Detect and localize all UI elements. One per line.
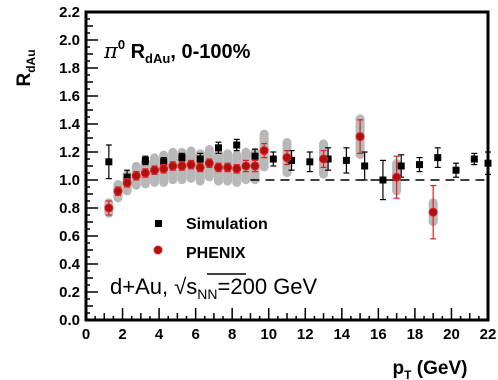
- annotation-energy: =200 GeV: [218, 274, 318, 299]
- phenix-point: [177, 161, 187, 171]
- y-tick-label: 1.6: [59, 88, 80, 105]
- x-tick-label: 18: [407, 326, 424, 343]
- x-tick-label: 14: [333, 326, 350, 343]
- y-tick-label: 0.0: [59, 312, 80, 329]
- x-axis-title-main: p: [393, 358, 405, 379]
- annotation-sub: NN: [197, 286, 217, 302]
- phenix-point: [213, 162, 223, 172]
- simulation-point: [214, 144, 222, 152]
- simulation-point: [269, 155, 277, 163]
- y-tick-label: 0.4: [59, 256, 81, 273]
- y-tick-label: 1.4: [59, 116, 81, 133]
- phenix-point: [232, 164, 242, 174]
- x-axis-ticks: 0 2 4 6 8 10 12 14 16 18 20 22: [82, 308, 497, 343]
- simulation-point: [452, 166, 460, 174]
- phenix-point: [122, 178, 132, 188]
- simulation-point: [470, 155, 478, 163]
- phenix-point: [204, 158, 214, 168]
- phenix-point: [282, 153, 292, 163]
- legend-marker-simulation: [155, 220, 162, 227]
- y-axis-title-main: R: [14, 73, 35, 87]
- phenix-point: [104, 203, 114, 213]
- phenix-point: [186, 160, 196, 170]
- legend-label-simulation: Simulation: [186, 216, 268, 233]
- simulation-point: [141, 156, 149, 164]
- phenix-point: [150, 165, 160, 175]
- x-axis-title-unit: (GeV): [412, 358, 468, 379]
- title-sub: dAu: [145, 51, 170, 66]
- y-axis-title-sub: dAu: [24, 49, 38, 72]
- simulation-point: [379, 176, 387, 184]
- annotation-sqrt: √: [174, 274, 187, 299]
- y-tick-label: 2.2: [59, 4, 80, 21]
- title-suffix: , 0-100%: [170, 41, 250, 63]
- x-tick-label: 8: [228, 326, 236, 343]
- phenix-point: [241, 161, 251, 171]
- phenix-point: [140, 168, 150, 178]
- phenix-point: [159, 164, 169, 174]
- y-axis-title: RdAu: [14, 49, 38, 86]
- phenix-point: [392, 172, 402, 182]
- x-tick-label: 4: [155, 326, 164, 343]
- x-tick-label: 12: [297, 326, 314, 343]
- phenix-point: [355, 132, 365, 142]
- simulation-point: [105, 158, 113, 166]
- simulation-point: [306, 158, 314, 166]
- phenix-point: [319, 154, 329, 164]
- x-tick-label: 0: [82, 326, 90, 343]
- simulation-point: [178, 154, 186, 162]
- phenix-point: [195, 162, 205, 172]
- phenix-point: [113, 186, 123, 196]
- simulation-point: [196, 155, 204, 163]
- simulation-point: [123, 173, 131, 181]
- y-tick-label: 0.6: [59, 228, 80, 245]
- title-symbol: π: [103, 39, 119, 63]
- simulation-point: [160, 158, 168, 166]
- title-main: R: [125, 41, 146, 63]
- simulation-point: [251, 152, 259, 160]
- x-tick-label: 6: [191, 326, 199, 343]
- x-tick-label: 20: [443, 326, 460, 343]
- x-tick-label: 2: [118, 326, 126, 343]
- phenix-point: [428, 207, 438, 217]
- phenix-point: [168, 161, 178, 171]
- x-tick-label: 10: [260, 326, 277, 343]
- x-tick-label: 16: [370, 326, 387, 343]
- simulation-point: [342, 156, 350, 164]
- phenix-point: [259, 146, 269, 156]
- phenix-point: [223, 162, 233, 172]
- y-tick-label: 1.8: [59, 60, 80, 77]
- simulation-point: [288, 156, 296, 164]
- y-axis-ticks: 0.0 0.2 0.4 0.6 0.8 1.0 1.2 1.4 1.6 1.8 2.0 2.2: [59, 4, 98, 329]
- chart-title: π0 RdAu, 0-100%: [103, 37, 251, 66]
- phenix-point: [131, 171, 141, 181]
- phenix-series: [104, 119, 438, 240]
- x-axis-title: pT (GeV): [393, 358, 468, 380]
- simulation-point: [233, 141, 241, 149]
- simulation-point: [361, 162, 369, 170]
- legend-label-phenix: PHENIX: [186, 245, 246, 262]
- y-tick-label: 1.0: [59, 172, 80, 189]
- annotation-s: s: [186, 274, 197, 299]
- title-sup: 0: [118, 37, 125, 52]
- phenix-point: [250, 161, 260, 171]
- y-tick-label: 1.2: [59, 144, 80, 161]
- simulation-point: [397, 162, 405, 170]
- simulation-point: [415, 161, 423, 169]
- simulation-point: [434, 154, 442, 162]
- x-axis-title-sub: T: [404, 368, 412, 380]
- legend-marker-phenix: [153, 245, 163, 255]
- system-annotation: d+Au, √sNN=200 GeV: [110, 274, 318, 302]
- y-tick-label: 2.0: [59, 32, 80, 49]
- y-tick-label: 0.2: [59, 284, 80, 301]
- annotation-system: d+Au,: [110, 274, 174, 299]
- y-tick-label: 0.8: [59, 200, 80, 217]
- simulation-point: [324, 155, 332, 163]
- x-tick-label: 22: [480, 326, 497, 343]
